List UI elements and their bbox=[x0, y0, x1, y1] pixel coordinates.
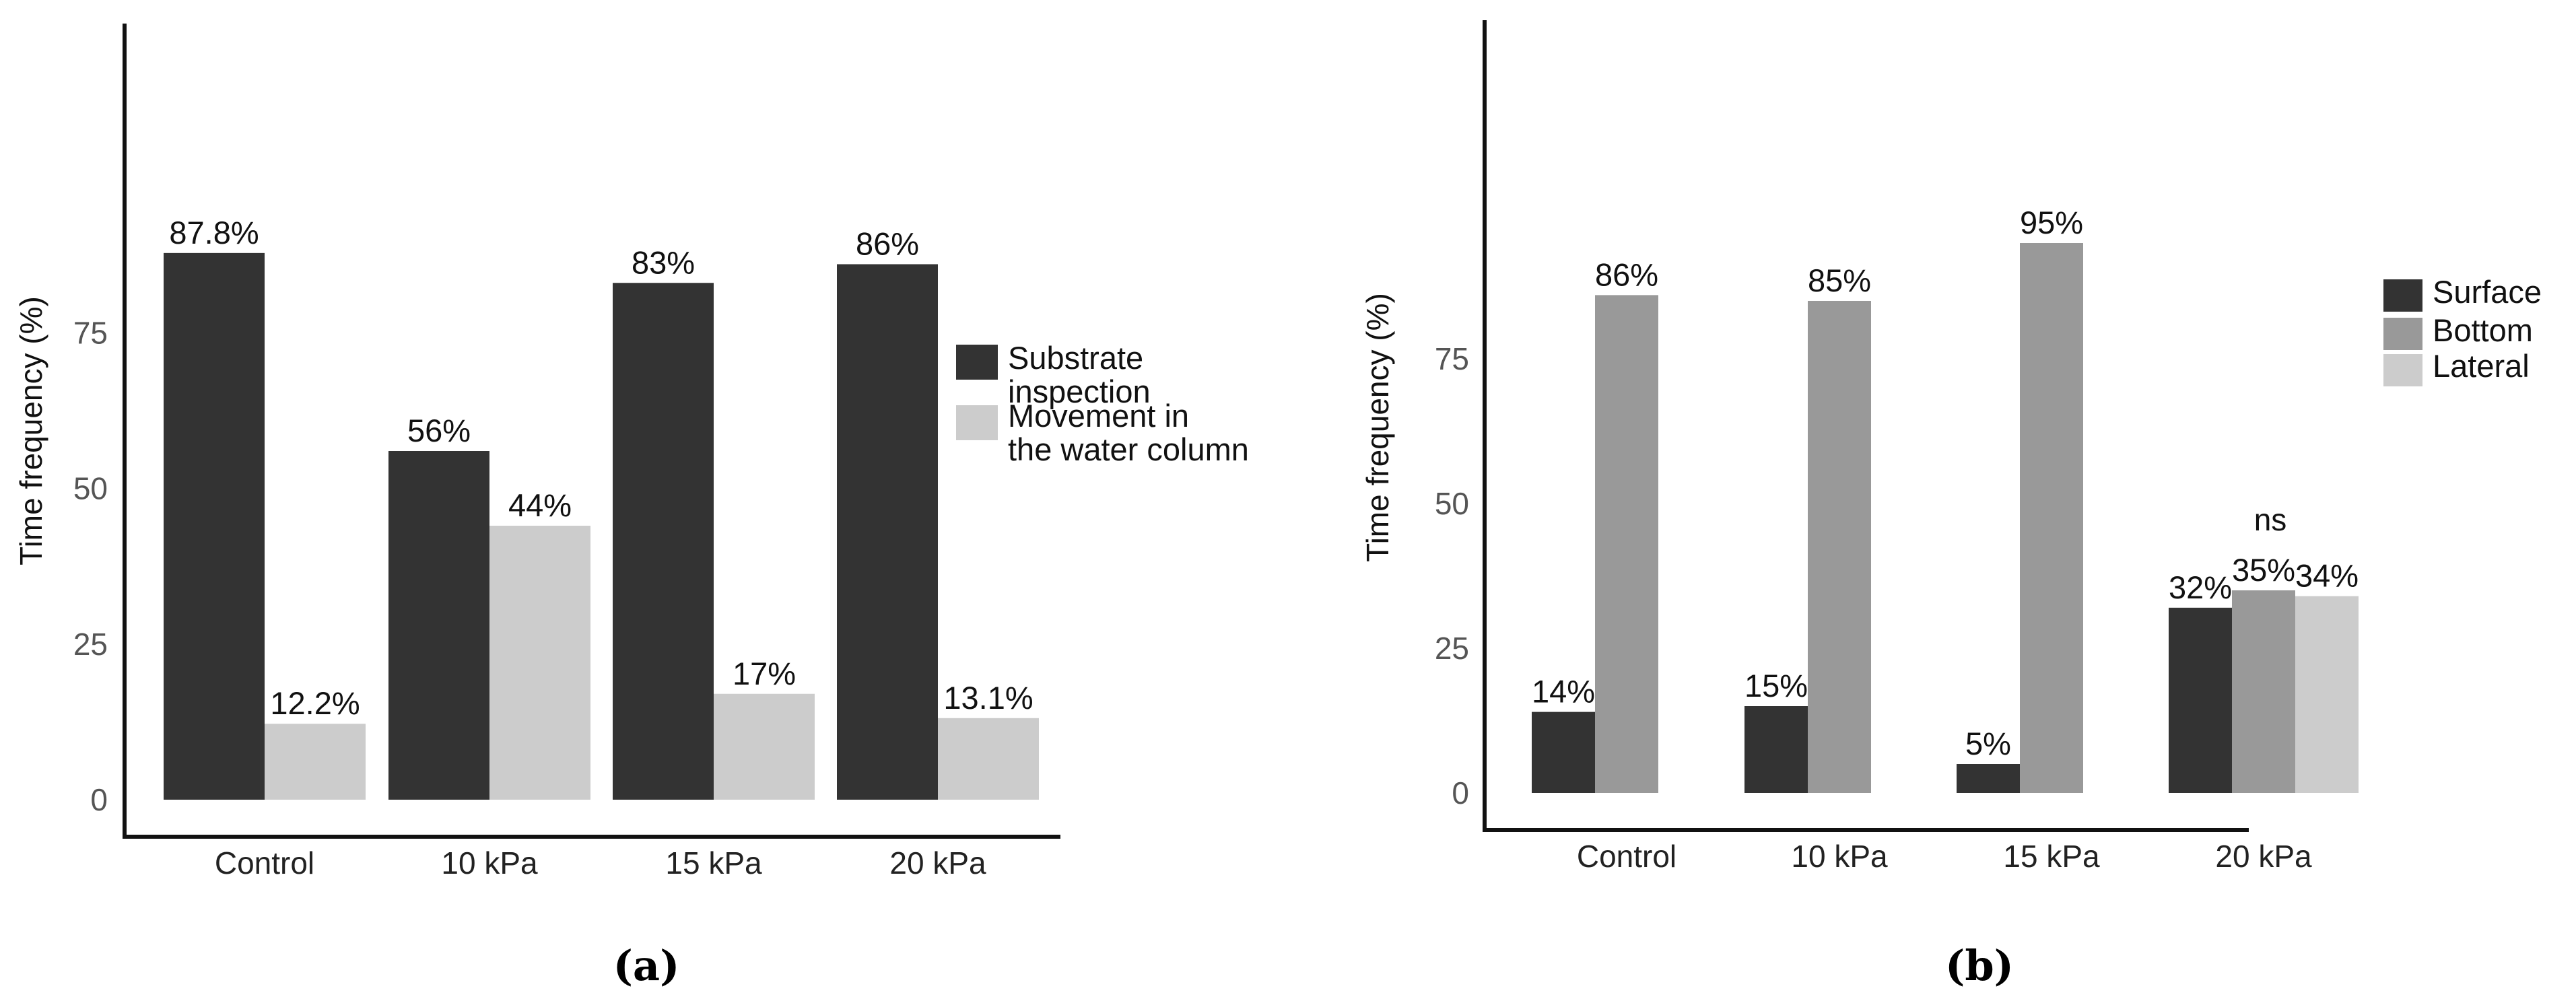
chart-b: 0 25 50 75 Time frequency (%) 14% 86% Control 15… bbox=[1360, 20, 2542, 990]
panel-label: (a) bbox=[613, 941, 680, 990]
y-tick-label: 75 bbox=[1435, 341, 1469, 376]
y-tick-label: 50 bbox=[73, 471, 108, 506]
bar-lateral bbox=[2295, 596, 2359, 793]
legend-label: Lateral bbox=[2433, 348, 2530, 384]
data-label: 86% bbox=[1595, 256, 1658, 292]
bar-series1 bbox=[489, 526, 590, 800]
legend-label: Movement in bbox=[1008, 398, 1189, 434]
bar-bottom bbox=[2020, 243, 2083, 793]
y-axis-label: Time frequency (%) bbox=[13, 296, 48, 565]
legend-swatch bbox=[2383, 318, 2422, 350]
bar-series0 bbox=[388, 451, 489, 800]
data-label: 32% bbox=[2169, 569, 2232, 605]
data-label: 85% bbox=[1808, 263, 1871, 298]
data-label: 95% bbox=[2020, 205, 2083, 240]
data-label: 34% bbox=[2295, 558, 2359, 594]
data-label: 44% bbox=[508, 487, 572, 523]
data-label: 83% bbox=[632, 244, 695, 280]
data-label: 5% bbox=[1965, 726, 2011, 761]
legend-label: Surface bbox=[2433, 274, 2542, 310]
bar-series0 bbox=[837, 264, 938, 800]
legend-label: the water column bbox=[1008, 431, 1249, 467]
data-label: 86% bbox=[856, 226, 919, 262]
bar-surface bbox=[1744, 706, 1808, 793]
bar-series0 bbox=[164, 252, 265, 800]
data-label: 35% bbox=[2232, 552, 2295, 588]
legend-swatch bbox=[2383, 279, 2422, 312]
data-label: 12.2% bbox=[270, 685, 360, 721]
data-label: 87.8% bbox=[169, 215, 259, 250]
bar-series1 bbox=[714, 693, 815, 800]
y-tick-label: 25 bbox=[1435, 631, 1469, 666]
legend-label: inspection bbox=[1008, 374, 1151, 409]
bar-surface bbox=[1957, 764, 2020, 793]
legend-swatch bbox=[956, 345, 998, 380]
bar-bottom bbox=[2232, 590, 2295, 793]
panel-label: (b) bbox=[1945, 941, 2014, 990]
x-tick-label: Control bbox=[215, 845, 314, 880]
bar-series1 bbox=[938, 718, 1039, 800]
data-label: 15% bbox=[1744, 668, 1808, 703]
x-tick-label: 15 kPa bbox=[2003, 839, 2100, 874]
significance-annotation: ns bbox=[2254, 502, 2287, 537]
bar-bottom bbox=[1808, 301, 1871, 793]
y-tick-label: 50 bbox=[1435, 486, 1469, 521]
data-label: 14% bbox=[1532, 674, 1595, 709]
legend-label: Substrate bbox=[1008, 340, 1143, 376]
legend-label: Bottom bbox=[2433, 312, 2533, 348]
y-tick-label: 75 bbox=[73, 315, 108, 350]
y-tick-label: 0 bbox=[90, 782, 108, 817]
bar-bottom bbox=[1595, 295, 1658, 793]
y-tick-label: 0 bbox=[1452, 775, 1469, 810]
x-tick-label: 20 kPa bbox=[2215, 839, 2312, 874]
bar-series0 bbox=[613, 283, 714, 800]
bar-surface bbox=[1532, 712, 1595, 793]
x-tick-label: 10 kPa bbox=[441, 845, 538, 880]
legend-swatch bbox=[956, 405, 998, 440]
chart-a: 0 25 50 75 Time frequency (%) 87.8% 12.2% Contr… bbox=[13, 24, 1249, 990]
x-tick-label: 15 kPa bbox=[665, 845, 762, 880]
bar-series1 bbox=[265, 724, 366, 800]
x-tick-label: Control bbox=[1577, 839, 1676, 874]
bar-surface bbox=[2169, 607, 2232, 793]
legend-swatch bbox=[2383, 354, 2422, 386]
data-label: 56% bbox=[407, 413, 471, 448]
data-label: 17% bbox=[733, 656, 796, 691]
y-axis-label: Time frequency (%) bbox=[1360, 293, 1395, 562]
data-label: 13.1% bbox=[943, 680, 1033, 716]
x-tick-label: 20 kPa bbox=[889, 845, 986, 880]
x-tick-label: 10 kPa bbox=[1791, 839, 1888, 874]
y-tick-label: 25 bbox=[73, 627, 108, 662]
